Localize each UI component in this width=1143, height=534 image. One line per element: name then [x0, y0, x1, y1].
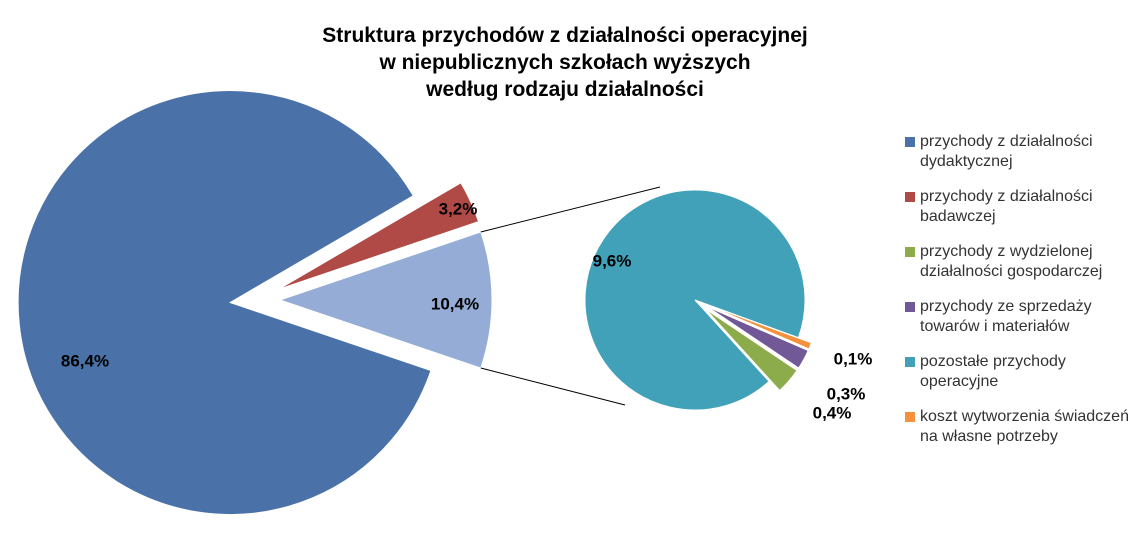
legend: przychody z działalności dydaktycznej prz… [905, 132, 1141, 462]
pie-slice [707, 304, 813, 350]
legend-swatch [905, 357, 915, 367]
legend-swatch [905, 302, 915, 312]
legend-item: przychody ze sprzedaży towarów i materia… [905, 297, 1141, 337]
pie-slice [17, 90, 432, 515]
connector-line [480, 186, 661, 233]
chart-title: Struktura przychodów z działalności oper… [322, 24, 807, 47]
pie-slice [707, 306, 809, 369]
legend-item: pozostałe przychody operacyjne [905, 352, 1141, 392]
legend-item: przychody z działalności badawczej [905, 187, 1141, 227]
legend-swatch [905, 192, 915, 202]
data-label: 86,4% [61, 351, 109, 370]
data-label: 0,1% [834, 349, 873, 368]
legend-label: koszt wytworzenia świadczeń na własne po… [920, 408, 1129, 445]
data-label: 3,2% [439, 199, 478, 218]
pie-slice [277, 182, 480, 291]
legend-label: przychody z wydzielonej działalności gos… [920, 243, 1103, 280]
legend-label: przychody ze sprzedaży towarów i materia… [920, 298, 1092, 335]
chart-title: według rodzaju działalności [425, 78, 704, 101]
data-label: 0,3% [827, 384, 866, 403]
legend-swatch [905, 412, 915, 422]
legend-item: przychody z działalności dydaktycznej [905, 132, 1141, 172]
legend-swatch [905, 137, 915, 147]
legend-label: przychody z działalności dydaktycznej [920, 133, 1093, 170]
legend-label: przychody z działalności badawczej [920, 188, 1093, 225]
pie-slice [278, 231, 493, 369]
legend-swatch [905, 247, 915, 257]
data-label: 10,4% [431, 294, 479, 313]
chart-title: w niepublicznych szkołach wyższych [378, 51, 750, 74]
data-label: 9,6% [593, 251, 632, 270]
pie-slice [705, 308, 798, 392]
chart-canvas: Struktura przychodów z działalności oper… [17, 24, 873, 515]
connector-line [480, 367, 626, 406]
legend-item: przychody z wydzielonej działalności gos… [905, 242, 1141, 282]
pie-slice [584, 189, 806, 411]
legend-label: pozostałe przychody operacyjne [920, 353, 1066, 390]
data-label: 0,4% [813, 403, 852, 422]
legend-item: koszt wytworzenia świadczeń na własne po… [905, 407, 1141, 447]
